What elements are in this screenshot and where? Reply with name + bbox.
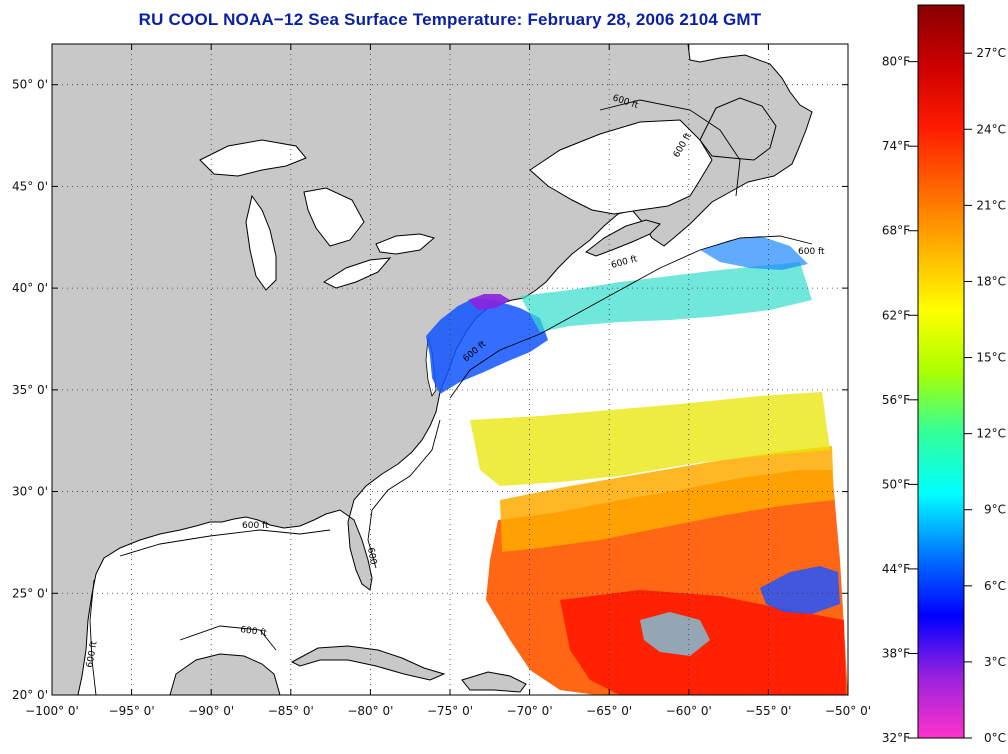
map-area[interactable]: 600 ft 600 ft 600 ft 600 ft 600 ft 600 6… (52, 44, 848, 695)
lake-erie (322, 257, 392, 289)
nova-scotia-land (585, 219, 661, 257)
lon-tick-label: −85° 0' (268, 704, 314, 718)
celsius-label: 6°C (984, 579, 1006, 593)
lon-tick-label: −90° 0' (188, 704, 234, 718)
sst-gulf-stream-cyan (520, 262, 812, 332)
lon-tick-label: −60° 0' (666, 704, 712, 718)
lon-tick-label: −80° 0' (347, 704, 393, 718)
yucatan-land (169, 653, 281, 695)
celsius-label: 24°C (976, 122, 1006, 136)
lon-tick-label: −70° 0' (507, 704, 553, 718)
sst-data-layer (426, 236, 848, 695)
colorbar-celsius-labels: 27°C 24°C 21°C 18°C 15°C 12°C 9°C 6°C 3°C 0°C (964, 46, 1006, 745)
lon-tick-label: −95° 0' (109, 704, 155, 718)
lake-superior (199, 139, 307, 177)
isobath-label: 600 ft (85, 640, 100, 668)
graticule (52, 44, 848, 695)
lon-tick-label: −75° 0' (427, 704, 473, 718)
fahrenheit-label: 80°F (882, 55, 910, 69)
fahrenheit-label: 56°F (882, 393, 910, 407)
lat-tick-label: 25° 0' (12, 586, 48, 600)
isobath-label: 600 ft (240, 625, 268, 639)
isobath-label: 600 ft (242, 521, 269, 531)
fahrenheit-label: 68°F (882, 224, 910, 238)
fahrenheit-label: 62°F (882, 308, 910, 322)
celsius-label: 0°C (984, 731, 1006, 745)
fahrenheit-label: 74°F (882, 139, 910, 153)
latitude-labels: 50° 0' 45° 0' 40° 0' 35° 0' 30° 0' 25° 0' 20° … (12, 78, 48, 702)
gulf-of-st-lawrence (529, 119, 713, 215)
lat-tick-label: 35° 0' (12, 383, 48, 397)
lat-tick-label: 45° 0' (12, 179, 48, 193)
sst-yellow-band (470, 392, 830, 486)
celsius-label: 12°C (976, 427, 1006, 441)
sst-coastal-blue (426, 298, 548, 394)
celsius-label: 18°C (976, 274, 1006, 288)
celsius-label: 21°C (976, 198, 1006, 212)
fahrenheit-label: 50°F (882, 477, 910, 491)
lat-tick-label: 40° 0' (12, 281, 48, 295)
celsius-label: 27°C (976, 46, 1006, 60)
lat-tick-label: 50° 0' (12, 78, 48, 92)
fahrenheit-label: 44°F (882, 562, 910, 576)
longitude-labels: −100° 0' −95° 0' −90° 0' −85° 0' −80° 0' −75°… (25, 704, 871, 718)
axis-ticks (51, 44, 849, 696)
lake-ontario (375, 233, 436, 255)
cuba-land (290, 645, 446, 681)
sst-cyan-patch (640, 612, 710, 656)
fahrenheit-label: 32°F (882, 731, 910, 745)
sst-northeast-blue (700, 236, 808, 270)
colorbar-fahrenheit-labels: 80°F 74°F 68°F 62°F 56°F 50°F 44°F 38°F 32°F (882, 55, 918, 745)
newfoundland-land (699, 97, 777, 161)
sst-purple-cape-cod (468, 294, 510, 310)
lon-tick-label: −55° 0' (745, 704, 791, 718)
celsius-label: 15°C (976, 351, 1006, 365)
temperature-colorbar (917, 4, 965, 739)
lon-tick-label: −50° 0' (825, 704, 871, 718)
map-title: RU COOL NOAA−12 Sea Surface Temperature:… (138, 10, 762, 29)
sst-blue-patch-east (760, 566, 840, 614)
lake-huron (303, 187, 365, 247)
lat-tick-label: 20° 0' (12, 688, 48, 702)
fahrenheit-label: 38°F (882, 646, 910, 660)
lat-tick-label: 30° 0' (12, 485, 48, 499)
isobath-lines (89, 99, 813, 695)
lake-michigan (245, 194, 277, 291)
lon-tick-label: −100° 0' (25, 704, 79, 718)
celsius-label: 3°C (984, 655, 1006, 669)
lon-tick-label: −65° 0' (586, 704, 632, 718)
isobath-label: 600 ft (798, 247, 825, 257)
sst-orange-band (500, 446, 834, 552)
celsius-label: 9°C (984, 503, 1006, 517)
hispaniola-land (461, 671, 527, 693)
isobath-label: 600 (365, 547, 378, 566)
